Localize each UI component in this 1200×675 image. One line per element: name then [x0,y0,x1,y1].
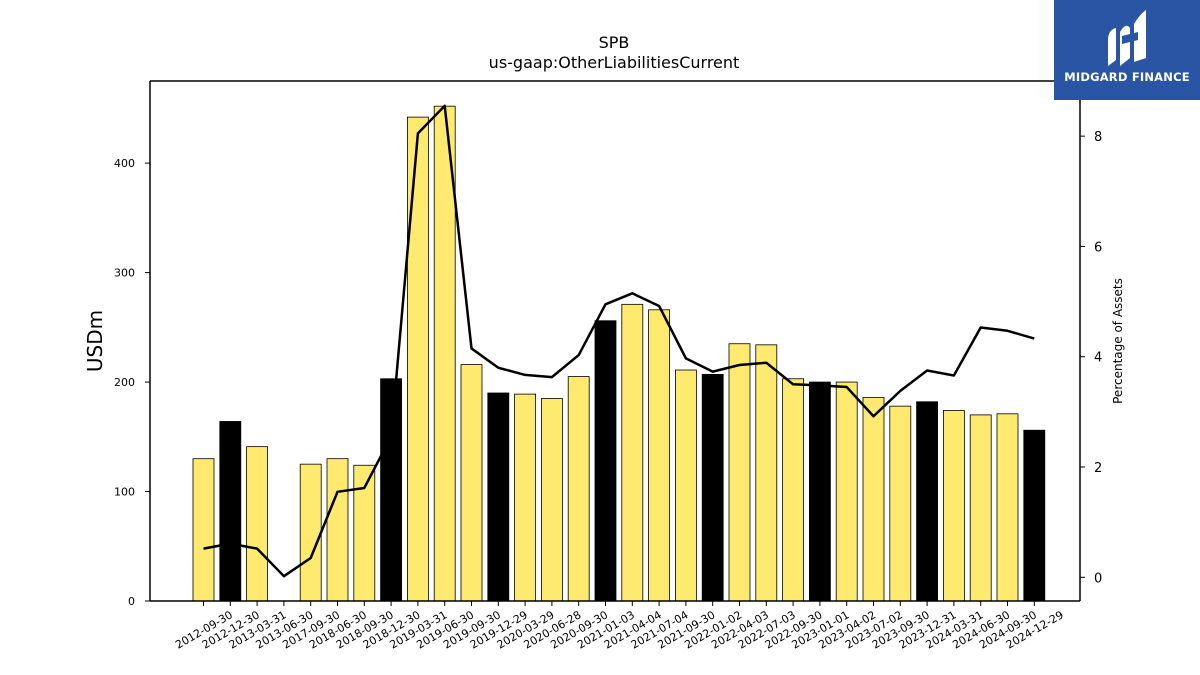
y2-tick-label: 6 [1094,240,1102,255]
chart-subtitle: us-gaap:OtherLiabilitiesCurrent [489,53,740,72]
bar [809,381,831,602]
y-axis-label: USDm [83,310,107,372]
logo-mark-icon [1108,10,1146,66]
bar [541,398,563,602]
bar [755,344,778,602]
bar [862,396,885,602]
bar [246,446,269,602]
line-percentage-of-assets [203,104,1035,578]
bar [621,303,644,602]
bar [835,381,858,602]
y-tick-label: 200 [114,376,135,389]
y-tick-label: 0 [128,595,135,608]
y2-axis-label: Percentage of Assets [1111,278,1125,404]
bar [675,369,697,602]
bar [567,376,590,602]
brand-logo: MIDGARD FINANCE [1054,0,1200,100]
bar [326,458,349,602]
bar [406,116,429,602]
y2-tick-label: 0 [1094,571,1102,586]
bar [460,364,483,602]
y2-tick-label: 8 [1094,130,1102,145]
bar [1023,429,1046,602]
bar [514,393,536,602]
y-tick-label: 400 [114,157,135,170]
y2-tick-label: 2 [1094,461,1102,476]
logo-text: MIDGARD FINANCE [1064,70,1190,84]
bar [996,413,1019,602]
bar [889,405,912,602]
chart-title: SPB [599,33,630,52]
bar [594,320,617,602]
bar [219,421,242,602]
bar [969,414,992,602]
bar [701,373,724,602]
bar [648,309,670,602]
axes [149,80,1081,602]
bar [782,378,804,602]
bar [192,458,215,602]
y-tick-label: 300 [114,267,135,280]
bar [380,378,403,602]
bar [943,410,965,602]
y2-tick-label: 4 [1094,351,1102,366]
bar [487,392,510,602]
line-series [203,104,1035,578]
y-tick-label: 100 [114,486,135,499]
bar [916,401,938,602]
bars [192,105,1046,602]
bar [299,463,322,602]
bar [728,343,751,602]
